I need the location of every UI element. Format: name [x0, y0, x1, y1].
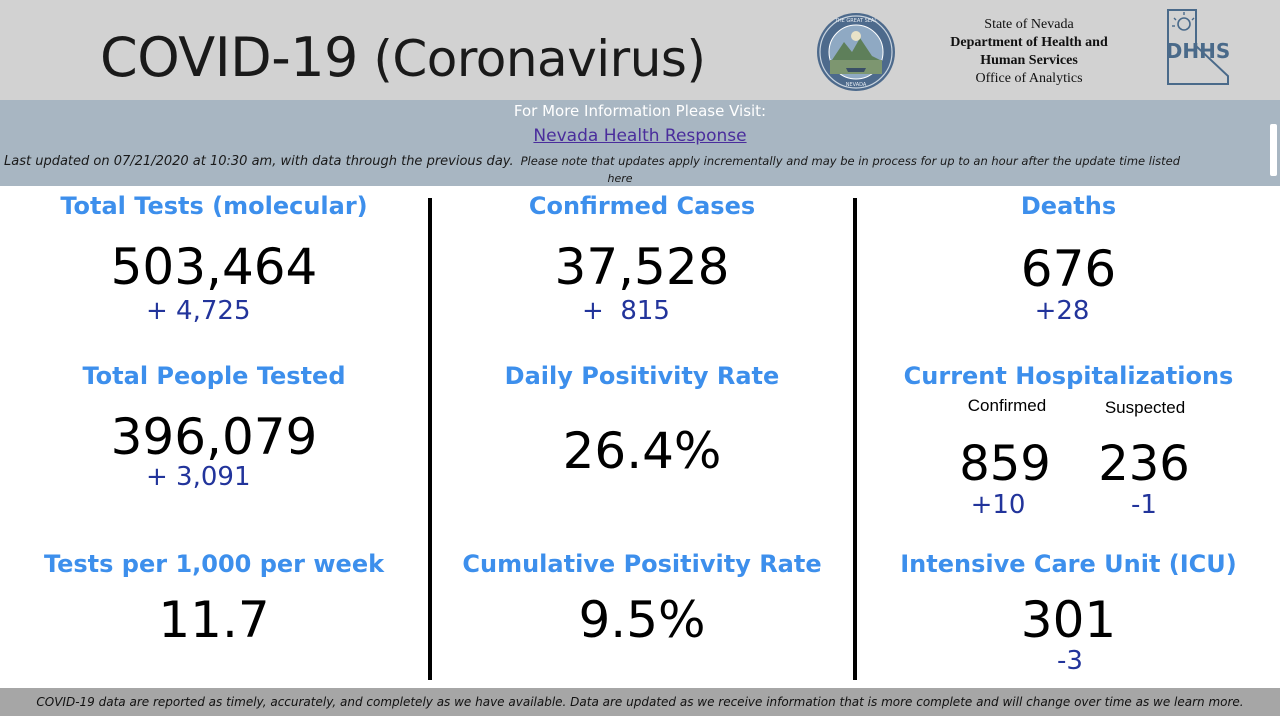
icu-label: Intensive Care Unit (ICU)	[900, 550, 1237, 578]
svg-text:THE GREAT SEAL: THE GREAT SEAL	[834, 18, 877, 24]
deaths-delta: +28	[1034, 296, 1090, 326]
update-notice: Last updated on 07/21/2020 at 10:30 am, …	[0, 151, 1268, 186]
icu-value: 301	[1020, 591, 1117, 649]
agency-line-dept: Department of Health and	[950, 35, 1108, 50]
svg-text:NEVADA: NEVADA	[846, 82, 867, 88]
page-title-main: COVID-19	[100, 26, 358, 89]
total-tests-value: 503,464	[110, 238, 318, 296]
hosp-suspected-delta: -1	[1131, 490, 1157, 520]
footer-bar: COVID-19 data are reported as timely, ac…	[0, 688, 1280, 716]
agency-line-office: Office of Analytics	[975, 71, 1083, 86]
column-divider-right	[853, 198, 857, 680]
hosp-confirmed-value: 859	[959, 436, 1051, 492]
dhhs-logo-icon: DHHS	[1166, 9, 1230, 85]
last-updated-text: Last updated on 07/21/2020 at 10:30 am, …	[4, 154, 514, 169]
people-tested-label: Total People Tested	[82, 362, 346, 390]
svg-text:DHHS: DHHS	[1166, 39, 1230, 63]
page-title-paren: (Coronavirus)	[373, 30, 706, 88]
tests-per-1000-value: 11.7	[158, 591, 270, 649]
agency-name: State of Nevada Department of Health and…	[932, 16, 1126, 88]
people-tested-value: 396,079	[110, 408, 318, 466]
deaths-value: 676	[1020, 240, 1117, 298]
page-title: COVID-19 (Coronavirus)	[100, 26, 706, 89]
hosp-confirmed-label: Confirmed	[967, 396, 1047, 415]
info-scrollbar-thumb[interactable]	[1270, 124, 1277, 176]
hosp-suspected-label: Suspected	[1104, 398, 1186, 417]
nevada-health-response-link[interactable]: Nevada Health Response	[533, 126, 747, 146]
confirmed-cases-delta: + 815	[582, 296, 670, 326]
daily-positivity-label: Daily Positivity Rate	[504, 362, 780, 390]
icu-delta: -3	[1057, 646, 1083, 676]
info-heading: For More Information Please Visit:	[513, 102, 767, 120]
hosp-suspected-value: 236	[1098, 436, 1190, 492]
confirmed-cases-label: Confirmed Cases	[528, 192, 756, 220]
deaths-label: Deaths	[1020, 192, 1117, 220]
daily-positivity-value: 26.4%	[562, 422, 722, 480]
cumulative-positivity-label: Cumulative Positivity Rate	[462, 550, 822, 578]
total-tests-label: Total Tests (molecular)	[60, 192, 368, 220]
update-note-continued: here	[607, 172, 633, 185]
cumulative-positivity-value: 9.5%	[578, 591, 706, 649]
footer-disclaimer: COVID-19 data are reported as timely, ac…	[36, 695, 1244, 709]
hosp-confirmed-delta: +10	[970, 490, 1026, 520]
info-bar: For More Information Please Visit: Nevad…	[0, 100, 1280, 186]
column-divider-left	[428, 198, 432, 680]
agency-line-services: Human Services	[980, 53, 1078, 68]
hospitalizations-label: Current Hospitalizations	[903, 362, 1234, 390]
info-link-row: Nevada Health Response	[0, 126, 1280, 146]
total-tests-delta: + 4,725	[146, 296, 251, 326]
tests-per-1000-label: Tests per 1,000 per week	[43, 550, 385, 578]
header-banner: COVID-19 (Coronavirus) THE GREAT SEAL NE…	[0, 0, 1280, 100]
update-note-text: Please note that updates apply increment…	[520, 154, 1181, 168]
nevada-state-seal-icon: THE GREAT SEAL NEVADA	[817, 13, 895, 91]
confirmed-cases-value: 37,528	[554, 238, 730, 296]
agency-line-state: State of Nevada	[984, 17, 1074, 32]
people-tested-delta: + 3,091	[146, 462, 251, 492]
